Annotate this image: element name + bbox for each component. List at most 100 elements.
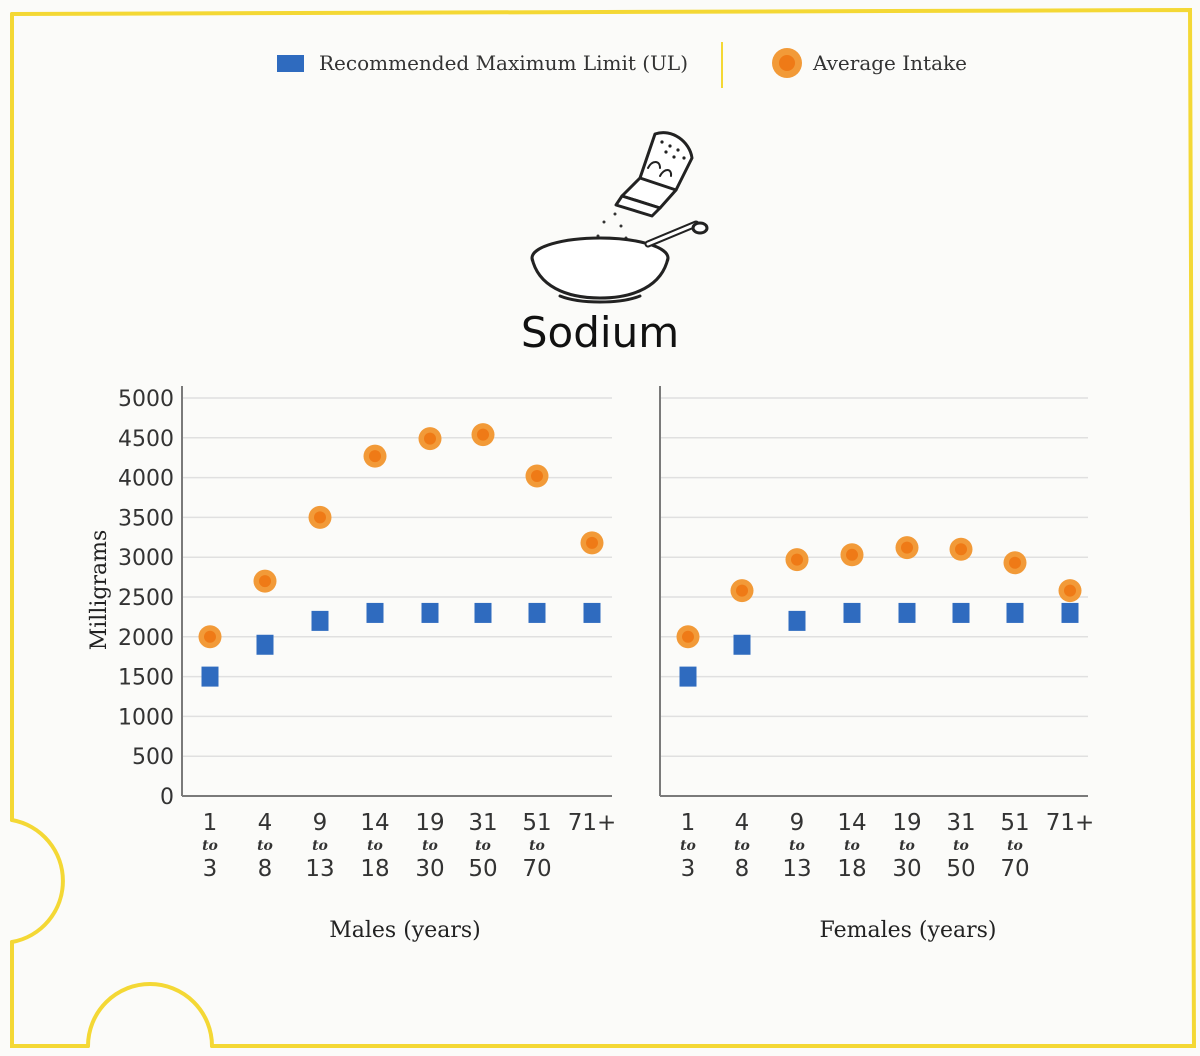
frame-border-bottom-left bbox=[10, 940, 90, 1048]
ul-marker bbox=[788, 610, 806, 631]
intake-marker-center bbox=[259, 575, 271, 588]
intake-marker-center bbox=[424, 432, 436, 445]
intake-marker-center bbox=[531, 470, 543, 483]
ul-marker bbox=[843, 602, 861, 623]
legend-ul-marker bbox=[277, 55, 304, 72]
x-tick-label-end: 13 bbox=[305, 856, 334, 882]
x-tick-label: 1 bbox=[203, 810, 218, 836]
x-tick-label-to: to bbox=[1007, 838, 1023, 854]
x-tick-label-to: to bbox=[844, 838, 860, 854]
x-tick-label: 31 bbox=[468, 810, 497, 836]
intake-marker-center bbox=[791, 553, 803, 566]
data-marks bbox=[198, 423, 1082, 687]
intake-marker-center bbox=[682, 630, 694, 643]
x-tick-label: 71+ bbox=[568, 810, 617, 836]
intake-marker-center bbox=[901, 541, 913, 554]
y-axis-ticks: 0 500 1000 1500 2000 2500 3000 3500 4000 4500 5000 bbox=[118, 387, 174, 810]
decorative-frame bbox=[10, 7, 1197, 1048]
x-tick-label-end: 18 bbox=[837, 856, 866, 882]
x-tick-label: 14 bbox=[360, 810, 389, 836]
legend-ul-label: Recommended Maximum Limit (UL) bbox=[319, 51, 688, 75]
x-tick-label-to: to bbox=[367, 838, 383, 854]
intake-marker-center bbox=[736, 584, 748, 597]
x-tick-label-to: to bbox=[953, 838, 969, 854]
x-tick-label-end: 70 bbox=[522, 856, 551, 882]
x-tick-label-to: to bbox=[202, 838, 218, 854]
ul-marker bbox=[311, 610, 329, 631]
ul-marker bbox=[1061, 602, 1079, 623]
x-tick-label-end: 8 bbox=[258, 856, 273, 882]
intake-marker-center bbox=[477, 428, 489, 441]
ul-marker bbox=[366, 602, 384, 623]
ul-marker bbox=[421, 602, 439, 623]
x-tick-label-to: to bbox=[899, 838, 915, 854]
x-tick-label-to: to bbox=[422, 838, 438, 854]
y-tick-label: 4000 bbox=[118, 467, 174, 492]
y-tick-label: 0 bbox=[160, 785, 174, 810]
ul-marker bbox=[679, 666, 697, 687]
intake-marker-center bbox=[1009, 556, 1021, 569]
x-axis-title-females: Females (years) bbox=[820, 918, 997, 943]
x-tick-label-end: 8 bbox=[735, 856, 750, 882]
x-tick-label-end: 3 bbox=[203, 856, 218, 882]
legend-intake-marker-center bbox=[779, 55, 795, 71]
x-tick-label: 9 bbox=[313, 810, 328, 836]
x-axis-title-males: Males (years) bbox=[329, 918, 481, 943]
x-tick-label: 14 bbox=[837, 810, 866, 836]
ul-marker bbox=[1006, 602, 1024, 623]
x-tick-label-to: to bbox=[312, 838, 328, 854]
ul-marker bbox=[898, 602, 916, 623]
ul-marker bbox=[952, 602, 970, 623]
y-tick-label: 4500 bbox=[118, 427, 174, 452]
intake-marker-center bbox=[846, 548, 858, 561]
ul-marker bbox=[583, 602, 601, 623]
x-tick-label-to: to bbox=[529, 838, 545, 854]
y-tick-label: 5000 bbox=[118, 387, 174, 412]
x-tick-label: 51 bbox=[522, 810, 551, 836]
x-tick-label-end: 30 bbox=[892, 856, 921, 882]
y-tick-label: 2500 bbox=[118, 586, 174, 611]
chart-title: Sodium bbox=[521, 308, 679, 357]
y-tick-label: 2000 bbox=[118, 626, 174, 651]
x-tick-label: 4 bbox=[258, 810, 273, 836]
x-tick-label-end: 18 bbox=[360, 856, 389, 882]
frame-border bbox=[10, 7, 1197, 1048]
x-tick-label-end: 3 bbox=[681, 856, 696, 882]
y-tick-label: 500 bbox=[132, 745, 174, 770]
x-tick-label: 19 bbox=[892, 810, 921, 836]
intake-marker-center bbox=[586, 536, 598, 549]
intake-marker-center bbox=[955, 543, 967, 556]
x-tick-label-end: 50 bbox=[468, 856, 497, 882]
frame-notch-bottom bbox=[86, 982, 214, 1048]
x-tick-label-to: to bbox=[257, 838, 273, 854]
x-tick-label-to: to bbox=[475, 838, 491, 854]
ul-marker bbox=[256, 634, 274, 655]
y-tick-label: 3000 bbox=[118, 546, 174, 571]
bowl-icon bbox=[530, 220, 709, 304]
x-tick-label-to: to bbox=[734, 838, 750, 854]
x-tick-label: 1 bbox=[681, 810, 696, 836]
x-tick-label: 31 bbox=[946, 810, 975, 836]
x-tick-label-end: 70 bbox=[1000, 856, 1029, 882]
intake-marker-center bbox=[1064, 584, 1076, 597]
ul-marker bbox=[528, 602, 546, 623]
gridlines bbox=[182, 397, 1088, 757]
axes bbox=[181, 386, 1088, 797]
intake-marker-center bbox=[314, 511, 326, 524]
x-tick-label-end: 30 bbox=[415, 856, 444, 882]
x-tick-label-to: to bbox=[680, 838, 696, 854]
x-tick-label: 4 bbox=[735, 810, 750, 836]
ul-marker bbox=[474, 602, 492, 623]
legend: Recommended Maximum Limit (UL) Average I… bbox=[277, 42, 967, 88]
x-tick-label-to: to bbox=[789, 838, 805, 854]
y-tick-label: 1000 bbox=[118, 705, 174, 730]
salt-shaker-icon bbox=[614, 131, 694, 218]
x-tick-label: 9 bbox=[790, 810, 805, 836]
x-tick-label-end: 50 bbox=[946, 856, 975, 882]
ul-marker bbox=[733, 634, 751, 655]
y-tick-label: 3500 bbox=[118, 506, 174, 531]
x-tick-label: 51 bbox=[1000, 810, 1029, 836]
intake-marker-center bbox=[204, 630, 216, 643]
frame-notch-left bbox=[10, 818, 65, 944]
